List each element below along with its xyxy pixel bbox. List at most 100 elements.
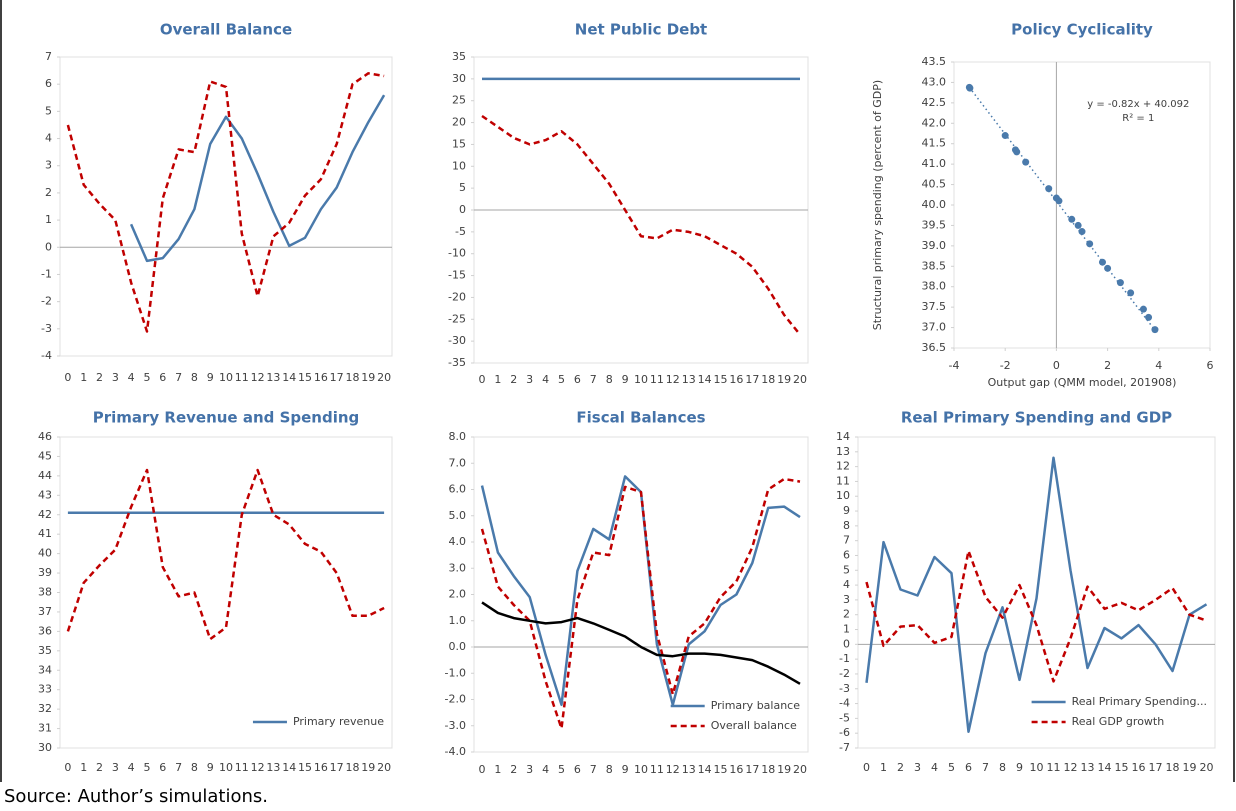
x-tick-label: 7 xyxy=(590,763,597,776)
x-tick-label: 20 xyxy=(793,373,807,386)
y-tick-label: -4.0 xyxy=(445,745,466,758)
plot-frame xyxy=(59,436,393,749)
y-tick-label: -1 xyxy=(839,652,850,665)
y-tick-label: 42.5 xyxy=(922,96,947,109)
x-tick-label: 3 xyxy=(112,761,119,774)
y-tick-label: 30 xyxy=(452,72,466,85)
y-tick-label: -2.0 xyxy=(445,693,466,706)
x-tick-label: 4 xyxy=(542,763,549,776)
x-tick-label: 3 xyxy=(526,373,533,386)
x-tick-label: 4 xyxy=(128,761,135,774)
x-tick-label: 18 xyxy=(1166,761,1180,774)
y-tick-label: 8.0 xyxy=(449,430,467,443)
y-tick-label: 10 xyxy=(836,489,850,502)
chart-title: Policy Cyclicality xyxy=(1011,21,1153,39)
x-tick-label: 14 xyxy=(698,373,712,386)
y-tick-label: 1.0 xyxy=(449,614,467,627)
series-line xyxy=(480,477,801,730)
legend-label: Real Primary Spending... xyxy=(1072,695,1207,708)
y-tick-label: 34 xyxy=(38,663,52,676)
y-tick-label: 35 xyxy=(38,644,52,657)
chart-title: Overall Balance xyxy=(160,21,292,39)
y-tick-label: 41.5 xyxy=(922,137,947,150)
series-line xyxy=(481,601,801,685)
y-tick-label: 44 xyxy=(38,469,52,482)
y-tick-label: 39.5 xyxy=(922,218,947,231)
x-tick-label: 0 xyxy=(863,761,870,774)
y-tick-label: -4 xyxy=(41,349,52,362)
y-tick-label: 6 xyxy=(843,548,850,561)
y-tick-label: 7 xyxy=(45,50,52,63)
x-tick-label: 2 xyxy=(510,763,517,776)
y-tick-label: 39.0 xyxy=(922,239,947,252)
series-line xyxy=(480,475,801,707)
x-tick-label: 15 xyxy=(298,371,312,384)
x-tick-label: 4 xyxy=(931,761,938,774)
y-tick-label: 32 xyxy=(38,702,52,715)
y-tick-label: 4 xyxy=(843,578,850,591)
x-tick-label: 4 xyxy=(1155,359,1162,372)
x-tick-label: 10 xyxy=(219,761,233,774)
y-tick-label: 45 xyxy=(38,449,52,462)
x-tick-label: 5 xyxy=(948,761,955,774)
y-tick-label: 0 xyxy=(45,240,52,253)
x-tick-label: 11 xyxy=(235,761,249,774)
x-tick-label: 7 xyxy=(590,373,597,386)
y-tick-label: 39 xyxy=(38,566,52,579)
series-line xyxy=(865,549,1207,683)
y-tick-label: 0.0 xyxy=(449,640,467,653)
x-tick-label: 1 xyxy=(494,763,501,776)
x-tick-label: 9 xyxy=(1016,761,1023,774)
y-tick-label: 10 xyxy=(452,159,466,172)
y-tick-label: 3 xyxy=(45,159,52,172)
x-tick-label: 19 xyxy=(1183,761,1197,774)
scatter-point xyxy=(1001,132,1009,140)
x-tick-label: 10 xyxy=(1030,761,1044,774)
y-tick-label: 8 xyxy=(843,519,850,532)
chart-title: Primary Revenue and Spending xyxy=(93,409,360,427)
y-tick-label: -5 xyxy=(455,225,466,238)
y-tick-label: 6.0 xyxy=(449,483,467,496)
x-tick-label: 10 xyxy=(634,373,648,386)
x-tick-label: 13 xyxy=(682,373,696,386)
x-tick-label: 19 xyxy=(777,763,791,776)
chart-title: Net Public Debt xyxy=(575,21,707,39)
y-tick-label: 5 xyxy=(459,181,466,194)
y-tick-label: 41 xyxy=(38,527,52,540)
x-tick-label: 17 xyxy=(745,763,759,776)
x-tick-label: 8 xyxy=(191,761,198,774)
x-tick-label: 6 xyxy=(1207,359,1214,372)
y-tick-label: 43 xyxy=(38,488,52,501)
x-tick-label: 8 xyxy=(999,761,1006,774)
x-tick-label: 16 xyxy=(729,763,743,776)
scatter-point xyxy=(1145,313,1153,321)
x-tick-label: 3 xyxy=(526,763,533,776)
x-tick-label: 9 xyxy=(622,373,629,386)
y-tick-label: 5 xyxy=(843,563,850,576)
x-tick-label: 17 xyxy=(330,761,344,774)
y-tick-label: 36 xyxy=(38,624,52,637)
x-tick-label: 0 xyxy=(64,761,71,774)
x-tick-label: 9 xyxy=(207,761,214,774)
scatter-point xyxy=(1104,264,1112,272)
x-tick-label: 0 xyxy=(1053,359,1060,372)
scatter-point xyxy=(1086,240,1094,248)
x-tick-label: 0 xyxy=(478,373,485,386)
y-tick-label: -4 xyxy=(839,697,850,710)
y-tick-label: 40.5 xyxy=(922,178,947,191)
series-line xyxy=(865,456,1208,733)
x-tick-label: 14 xyxy=(282,761,296,774)
x-tick-label: 11 xyxy=(650,373,664,386)
y-tick-label: -2 xyxy=(41,295,52,308)
scatter-point xyxy=(1127,289,1135,297)
x-tick-label: 13 xyxy=(1081,761,1095,774)
legend-label: Overall balance xyxy=(711,719,797,732)
x-tick-label: 15 xyxy=(1115,761,1129,774)
x-tick-label: 1 xyxy=(80,761,87,774)
y-tick-label: 41.0 xyxy=(922,157,947,170)
x-tick-label: 7 xyxy=(175,371,182,384)
x-tick-label: 16 xyxy=(314,761,328,774)
y-tick-label: -1 xyxy=(41,267,52,280)
x-tick-label: 6 xyxy=(574,373,581,386)
